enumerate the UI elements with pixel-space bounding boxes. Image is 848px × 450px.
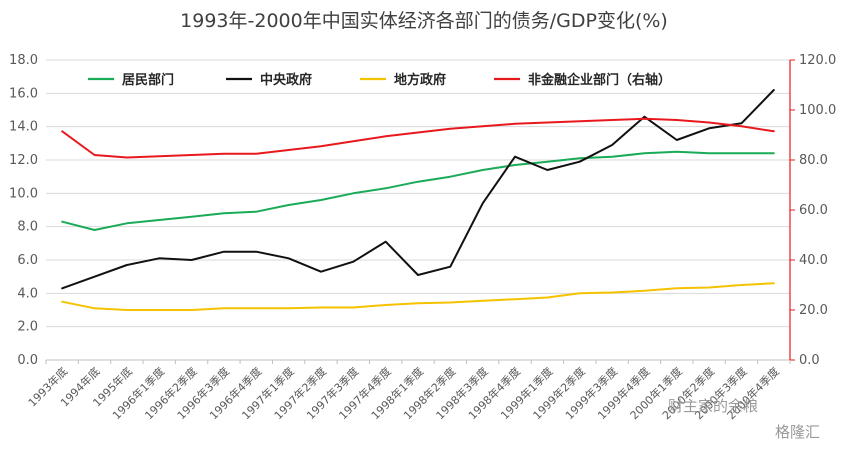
right-tick-label: 120.0 [799,53,836,68]
left-tick-label: 0.0 [17,353,38,368]
grid-lines [46,59,790,328]
series-line [61,150,775,231]
right-tick-label: 60.0 [799,203,828,218]
right-tick-label: 40.0 [799,253,828,268]
left-tick-label: 16.0 [9,86,38,101]
right-tick-label: 100.0 [799,103,836,118]
left-tick-label: 18.0 [9,53,38,68]
left-tick-label: 14.0 [9,120,38,135]
left-tick-label: 2.0 [17,320,38,335]
left-tick-label: 6.0 [17,253,38,268]
watermark-line1: 财主家的余粮 [668,397,758,415]
series-line [61,89,775,290]
axes [46,60,791,361]
right-tick-label: 20.0 [799,303,828,318]
series-line [61,282,775,311]
watermark-line2: 格隆汇 [775,423,820,441]
right-axis-ticks: 0.0 20.0 40.0 60.0 80.0 100.0 120.0 [790,53,836,368]
legend-label: 地方政府 [394,72,446,88]
legend-label: 非金融企业部门（右轴） [528,72,671,88]
series-line [61,117,775,159]
chart-title: 1993年-2000年中国实体经济各部门的债务/GDP变化(%) [180,10,668,32]
legend-label: 居民部门 [122,72,174,88]
legend: 居民部门 中央政府 地方政府 非金融企业部门（右轴） [88,72,671,88]
legend-label: 中央政府 [260,72,312,88]
left-tick-label: 10.0 [9,186,38,201]
series-lines [61,89,775,311]
left-tick-label: 12.0 [9,153,38,168]
left-axis-ticks: 0.0 2.0 4.0 6.0 8.0 10.0 12.0 14.0 16.0 18.0 [9,53,38,368]
right-tick-label: 0.0 [799,353,820,368]
watermark: 财主家的余粮 格隆汇 [668,397,820,441]
left-tick-label: 8.0 [17,220,38,235]
right-tick-label: 80.0 [799,153,828,168]
left-tick-label: 4.0 [17,286,38,301]
